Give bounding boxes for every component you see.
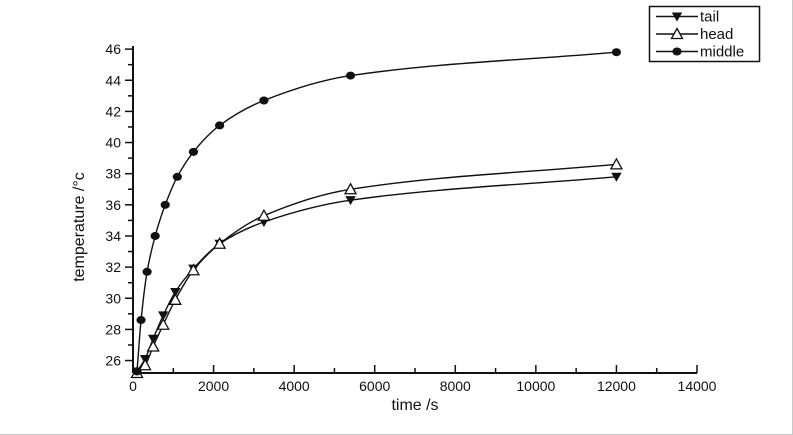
- marker-tail: [611, 172, 622, 182]
- legend-marker-head: [670, 27, 684, 40]
- marker-tail: [345, 196, 356, 206]
- legend-marker-middle: [672, 47, 682, 56]
- y-tick-label: 38: [105, 166, 121, 182]
- marker-head: [213, 236, 227, 249]
- series-line-middle: [136, 51, 617, 372]
- y-tick-label: 34: [105, 228, 121, 244]
- x-tick-label: 0: [129, 378, 137, 394]
- marker-middle: [136, 316, 146, 325]
- y-tick-label: 26: [105, 353, 121, 369]
- marker-head: [343, 182, 358, 195]
- y-tick-label: 46: [105, 41, 121, 57]
- marker-tail: [147, 334, 159, 344]
- marker-middle: [150, 231, 160, 240]
- legend-marker-tail: [671, 12, 683, 22]
- legend-label-middle: middle: [700, 44, 744, 61]
- marker-middle: [132, 367, 142, 376]
- marker-middle: [611, 48, 622, 57]
- y-tick-label: 32: [105, 259, 121, 275]
- y-axis-title: temperature /°c: [71, 172, 88, 282]
- marker-tail: [158, 311, 169, 321]
- legend-label-head: head: [700, 26, 733, 43]
- marker-head: [609, 157, 624, 170]
- x-tick-label: 8000: [440, 378, 471, 394]
- y-tick-label: 40: [105, 135, 121, 151]
- marker-middle: [172, 172, 182, 181]
- series-line-head: [136, 163, 617, 374]
- marker-middle: [160, 200, 170, 209]
- marker-head: [156, 317, 170, 330]
- marker-middle: [188, 147, 199, 156]
- marker-head: [146, 339, 160, 352]
- x-tick-label: 6000: [359, 378, 390, 394]
- marker-head: [168, 292, 182, 305]
- series-line-tail: [136, 176, 617, 372]
- y-tick-label: 30: [105, 290, 121, 306]
- marker-head: [138, 358, 152, 371]
- x-tick-label: 12000: [597, 378, 636, 394]
- y-tick-label: 36: [105, 197, 121, 213]
- y-tick-label: 44: [105, 72, 121, 88]
- x-tick-label: 2000: [198, 378, 229, 394]
- x-axis-title: time /s: [391, 397, 439, 414]
- marker-tail: [170, 288, 181, 298]
- x-tick-label: 14000: [678, 378, 717, 394]
- y-tick-label: 42: [105, 103, 121, 119]
- marker-middle: [142, 267, 152, 276]
- legend-label-tail: tail: [700, 9, 719, 26]
- marker-middle: [215, 121, 225, 130]
- x-tick-label: 10000: [516, 378, 555, 394]
- y-tick-label: 28: [105, 321, 121, 337]
- marker-middle: [345, 71, 356, 80]
- marker-head: [257, 208, 271, 221]
- x-tick-label: 4000: [279, 378, 310, 394]
- marker-head: [186, 263, 201, 276]
- marker-middle: [259, 96, 269, 105]
